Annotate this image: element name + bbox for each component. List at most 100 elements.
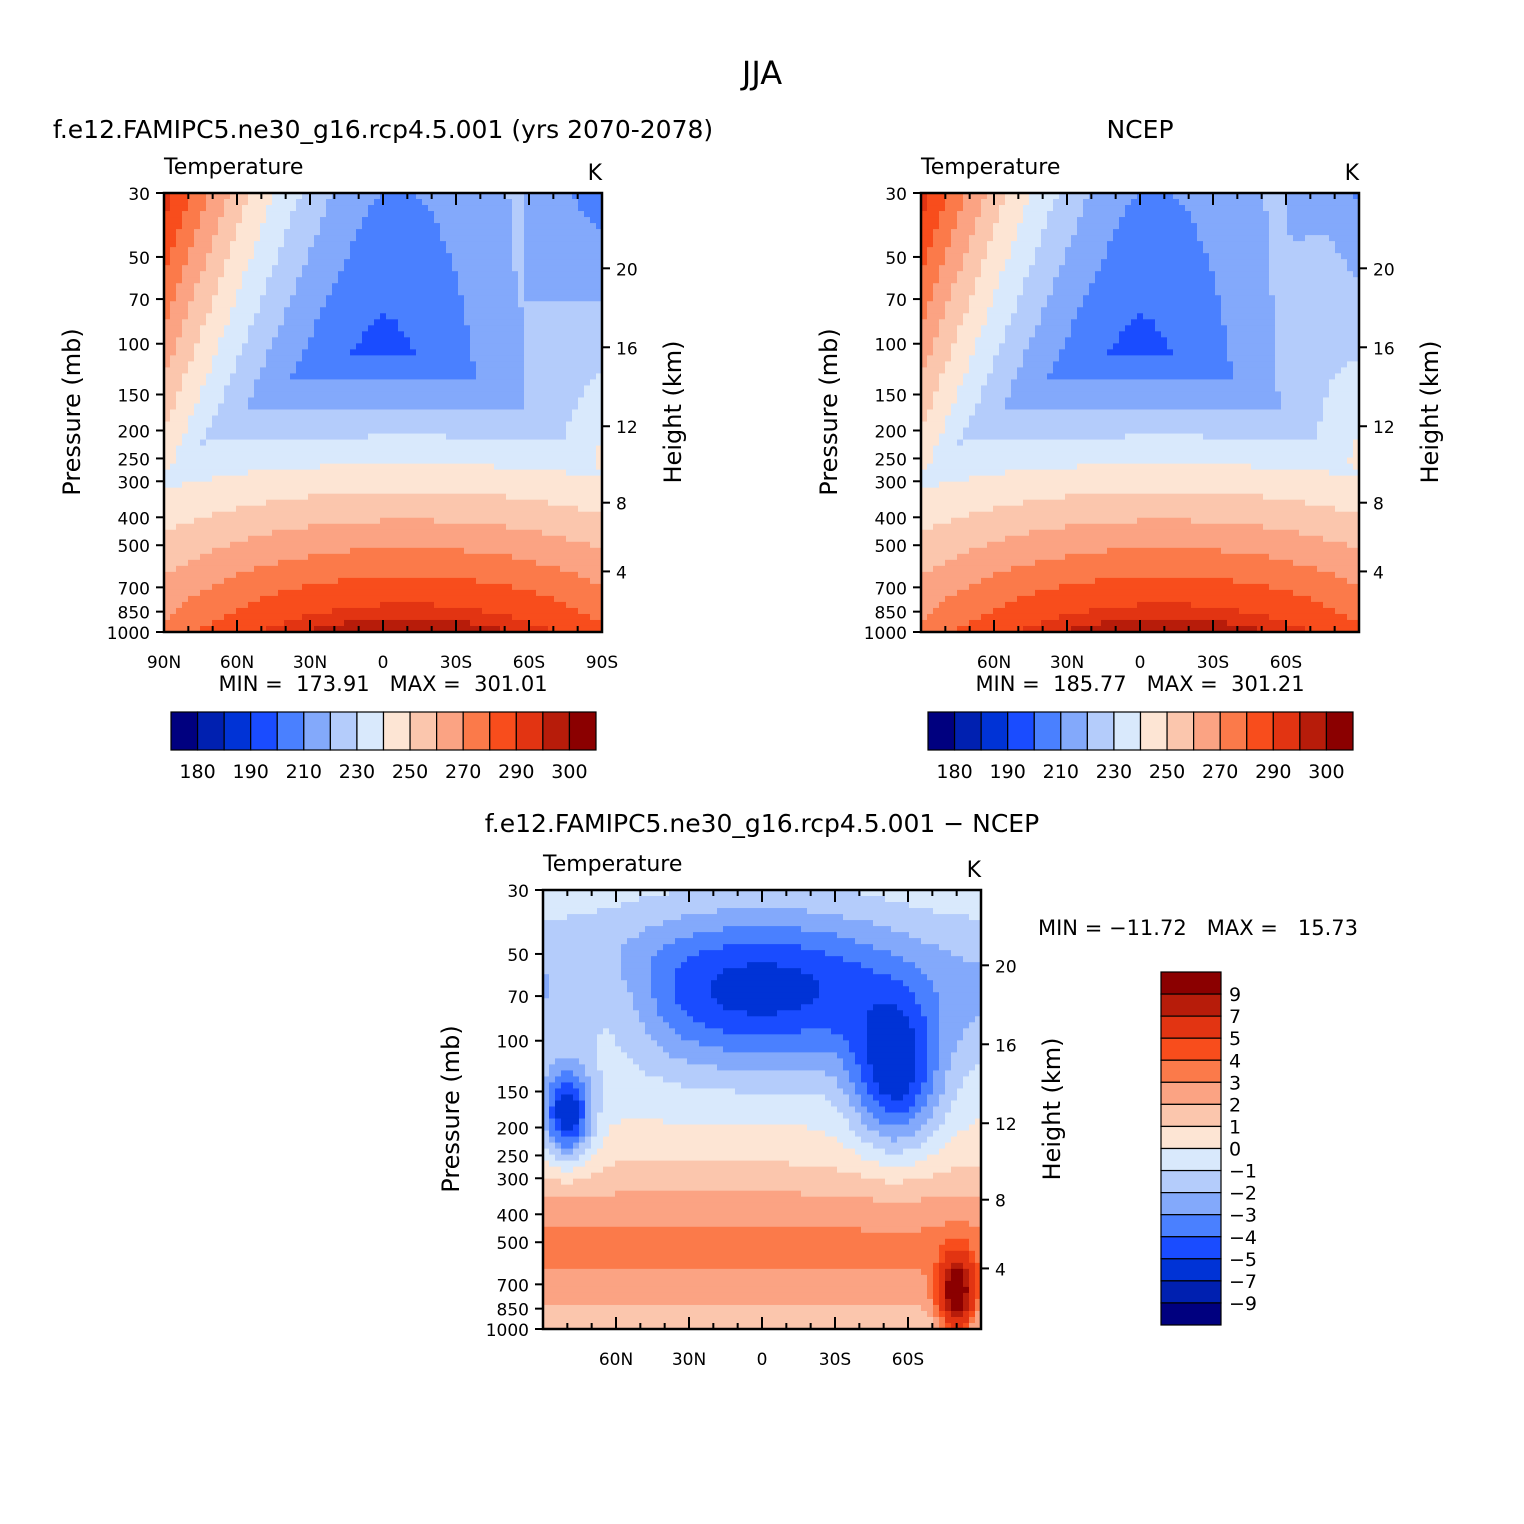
contour-cell (560, 259, 567, 266)
contour-cell (566, 205, 573, 212)
contour-cell (320, 451, 327, 459)
contour-cell (542, 397, 549, 405)
contour-cell (266, 247, 273, 254)
contour-cell (566, 409, 573, 417)
contour-cell (248, 349, 255, 356)
contour-cell (500, 487, 507, 495)
contour-cell (266, 397, 273, 405)
contour-cell (272, 505, 279, 513)
contour-cell (476, 475, 483, 483)
contour-cell (200, 223, 207, 230)
contour-cell (530, 379, 537, 387)
contour-cell (458, 337, 465, 344)
contour-cell (458, 529, 465, 537)
contour-cell (176, 517, 183, 525)
contour-cell (554, 277, 561, 284)
contour-cell (464, 511, 471, 519)
contour-cell (248, 295, 255, 302)
contour-cell (494, 355, 501, 362)
contour-cell (248, 451, 255, 459)
contour-cell (290, 523, 297, 531)
contour-cell (194, 205, 201, 212)
contour-cell (326, 601, 333, 609)
contour-cell (428, 415, 435, 423)
contour-cell (374, 559, 381, 567)
contour-cell (398, 607, 405, 615)
contour-cell (236, 223, 243, 230)
contour-cell (206, 343, 213, 350)
contour-cell (566, 445, 573, 453)
contour-cell (506, 463, 513, 471)
contour-cell (374, 457, 381, 465)
contour-cell (488, 289, 495, 296)
contour-cell (296, 553, 303, 561)
contour-cell (338, 547, 345, 555)
contour-cell (434, 247, 441, 254)
contour-cell (350, 583, 357, 591)
contour-cell (536, 289, 543, 296)
contour-cell (224, 607, 231, 615)
contour-cell (224, 229, 231, 236)
contour-cell (398, 229, 405, 236)
contour-cell (380, 301, 387, 308)
contour-cell (380, 229, 387, 236)
contour-cell (338, 535, 345, 543)
contour-cell (344, 415, 351, 423)
contour-cell (284, 265, 291, 272)
contour-cell (362, 295, 369, 302)
contour-cell (344, 349, 351, 356)
contour-cell (296, 289, 303, 296)
contour-cell (494, 289, 501, 296)
contour-cell (350, 295, 357, 302)
contour-cell (422, 487, 429, 495)
contour-cell (554, 457, 561, 465)
contour-cell (254, 493, 261, 501)
contour-cell (536, 313, 543, 320)
contour-cell (254, 307, 261, 314)
contour-cell (212, 205, 219, 212)
contour-cell (506, 565, 513, 573)
contour-cell (338, 625, 345, 632)
contour-cell (272, 283, 279, 290)
contour-cell (242, 577, 249, 585)
contour-cell (512, 517, 519, 525)
contour-cell (350, 265, 357, 272)
contour-cell (326, 379, 333, 387)
contour-cell (314, 613, 321, 621)
contour-cell (536, 523, 543, 531)
contour-cell (542, 427, 549, 435)
contour-cell (482, 307, 489, 314)
contour-cell (164, 229, 171, 236)
contour-cell (380, 487, 387, 495)
contour-cell (170, 469, 177, 477)
contour-cell (332, 259, 339, 266)
contour-cell (500, 571, 507, 579)
contour-cell (218, 379, 225, 387)
contour-cell (356, 199, 363, 206)
contour-cell (362, 457, 369, 465)
contour-cell (332, 565, 339, 573)
contour-cell (566, 217, 573, 224)
contour-cell (212, 277, 219, 284)
contour-cell (500, 379, 507, 387)
contour-cell (470, 259, 477, 266)
contour-cell (506, 439, 513, 447)
contour-cell (308, 577, 315, 585)
contour-cell (296, 529, 303, 537)
contour-cell (230, 463, 237, 471)
contour-cell (326, 241, 333, 248)
contour-cell (470, 589, 477, 597)
contour-cell (224, 469, 231, 477)
contour-cell (362, 565, 369, 573)
contour-cell (368, 451, 375, 459)
contour-cell (182, 265, 189, 272)
contour-cell (344, 391, 351, 399)
contour-cell (302, 193, 309, 200)
contour-cell (302, 379, 309, 387)
contour-cell (164, 457, 171, 465)
contour-cell (446, 367, 453, 375)
contour-cell (200, 253, 207, 260)
contour-cell (260, 313, 267, 320)
contour-cell (410, 307, 417, 314)
contour-cell (218, 355, 225, 362)
